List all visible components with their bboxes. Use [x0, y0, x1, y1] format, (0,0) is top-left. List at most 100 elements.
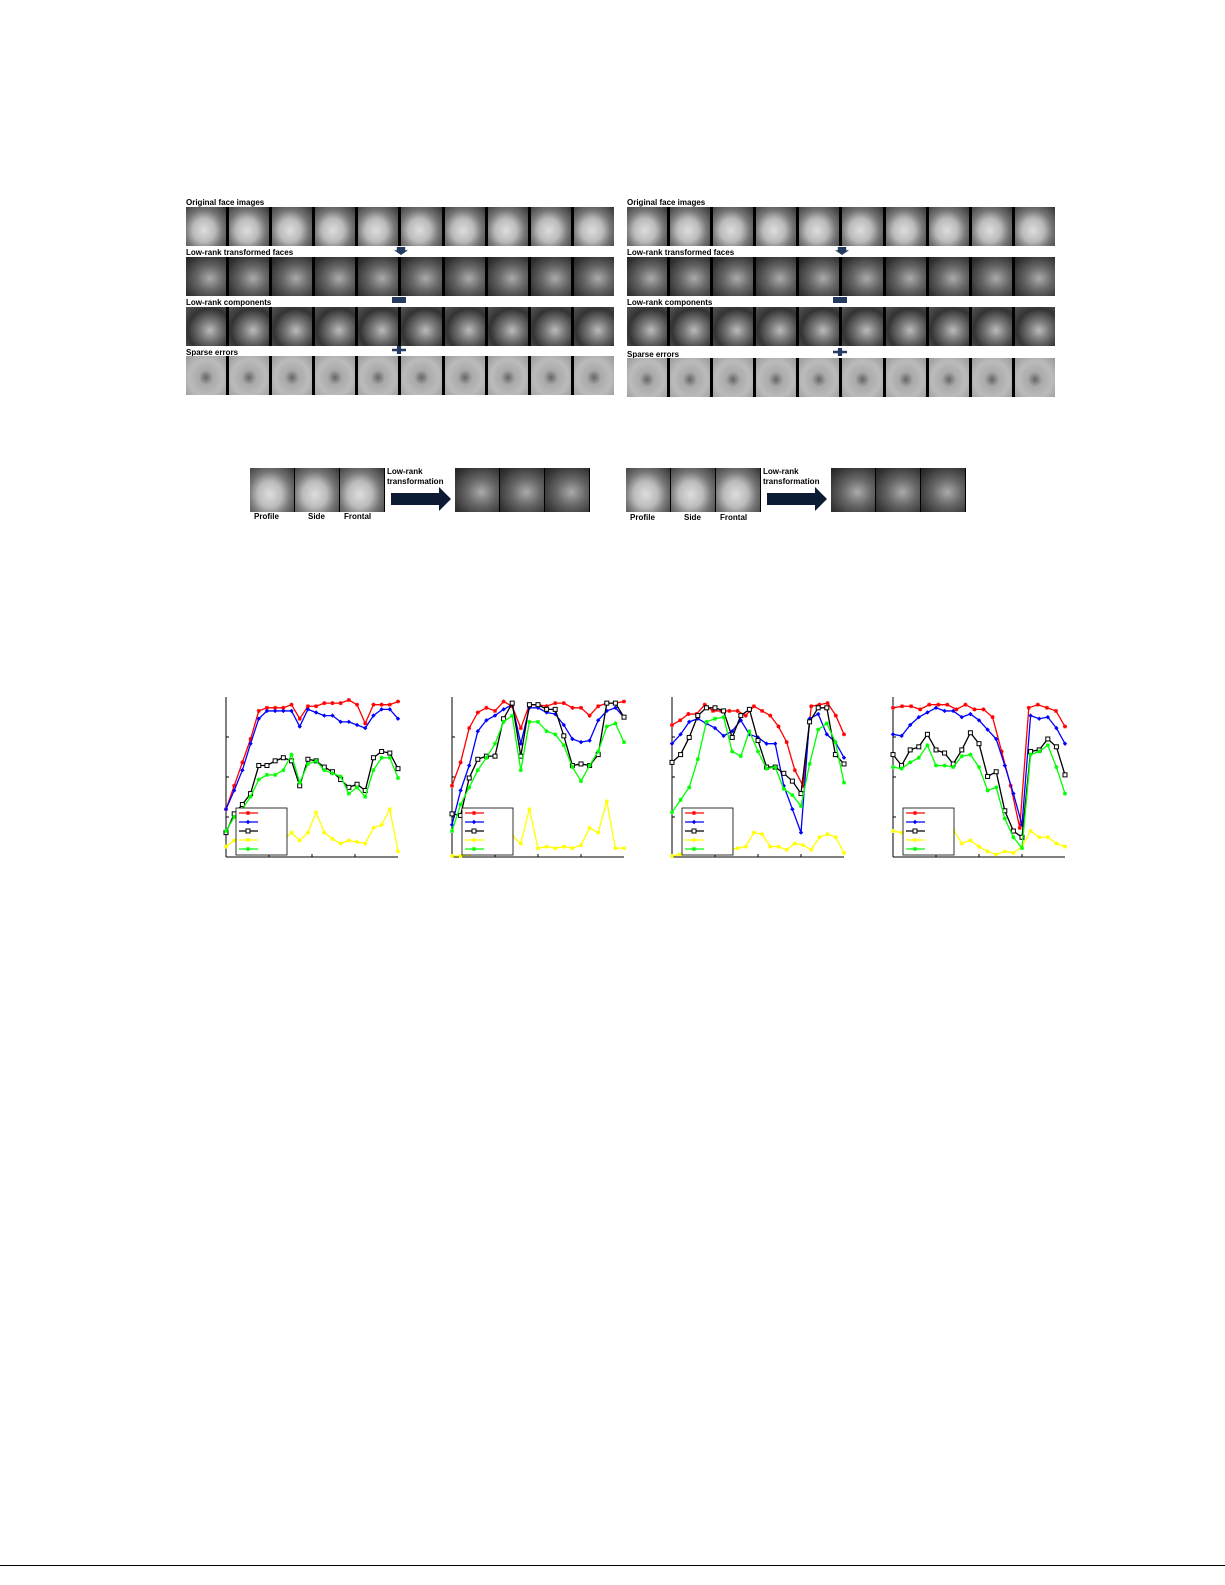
data-point [695, 757, 700, 762]
data-point [721, 715, 726, 720]
data-point [712, 705, 718, 711]
data-point [536, 846, 540, 851]
data-point [976, 741, 982, 747]
data-point [1019, 834, 1025, 840]
data-point [232, 815, 237, 819]
pose-label-profile: Profile [630, 513, 655, 522]
data-point [1054, 765, 1059, 770]
data-point [1011, 850, 1016, 855]
data-point [899, 830, 904, 835]
data-point [355, 785, 360, 790]
data-point [824, 721, 829, 726]
data-point [916, 744, 922, 750]
data-point [833, 713, 838, 718]
legend-marker [472, 811, 476, 815]
data-point [552, 706, 558, 712]
data-point [713, 716, 717, 721]
data-point [792, 768, 797, 773]
data-point [535, 702, 541, 708]
data-point [776, 724, 781, 729]
data-point [817, 835, 822, 840]
data-point [346, 719, 352, 725]
data-point [330, 836, 335, 841]
data-point [669, 741, 675, 746]
data-point [264, 763, 270, 769]
data-point [224, 829, 228, 834]
data-point [994, 785, 999, 790]
data-point [544, 844, 549, 849]
data-point [933, 747, 939, 753]
data-point [933, 705, 939, 710]
legend-marker [692, 847, 696, 851]
data-point [1045, 736, 1051, 742]
data-point [784, 740, 789, 745]
data-point [371, 702, 376, 707]
data-point [346, 791, 351, 796]
data-point [239, 802, 245, 808]
data-point [387, 750, 393, 756]
data-point [289, 702, 294, 707]
data-point [738, 713, 744, 719]
data-point [579, 843, 583, 848]
data-point [396, 849, 400, 854]
low-rank-components-strip [186, 307, 614, 346]
data-point [891, 829, 895, 834]
data-point [371, 768, 376, 773]
data-point [458, 788, 463, 793]
data-point [232, 838, 237, 843]
data-point [272, 758, 278, 764]
equals-icon [833, 297, 847, 303]
data-point [999, 749, 1004, 754]
data-point [466, 775, 472, 781]
data-point [330, 701, 335, 706]
pose-label-profile: Profile [254, 512, 279, 521]
legend [902, 807, 955, 856]
data-point [755, 735, 761, 740]
data-point [751, 704, 756, 709]
legend-marker [692, 811, 696, 815]
data-point [899, 733, 904, 739]
data-point [396, 699, 400, 704]
data-point [355, 839, 360, 844]
data-point [272, 708, 278, 714]
row-label: Original face images [627, 198, 706, 207]
data-point [387, 807, 392, 812]
data-point [993, 769, 999, 775]
data-point [338, 701, 343, 706]
data-point [232, 783, 237, 788]
data-point [281, 705, 286, 710]
data-point [1028, 829, 1033, 834]
data-point [501, 707, 506, 712]
data-point [900, 704, 905, 709]
data-point [518, 841, 523, 846]
data-point [248, 794, 253, 799]
data-point [363, 841, 368, 846]
data-point [544, 729, 549, 734]
data-point [587, 738, 592, 743]
data-point [596, 830, 601, 835]
data-point [314, 810, 319, 815]
data-point [305, 707, 311, 712]
data-point [670, 810, 674, 815]
row-label: Sparse errors [186, 348, 239, 357]
data-point [1037, 835, 1042, 840]
data-point [363, 721, 368, 726]
legend-marker [246, 838, 250, 842]
data-point [799, 804, 803, 809]
data-point [1017, 825, 1022, 830]
data-point [755, 738, 761, 744]
data-point [346, 784, 352, 790]
data-point [396, 776, 400, 780]
data-point [735, 708, 740, 713]
data-point [695, 713, 701, 719]
data-point [475, 768, 480, 773]
data-point [475, 710, 480, 715]
data-point [977, 844, 981, 849]
data-point [801, 783, 806, 788]
data-point [458, 854, 463, 858]
data-point [264, 772, 269, 777]
data-point [484, 755, 489, 760]
data-point [346, 838, 351, 843]
data-point [899, 766, 904, 771]
